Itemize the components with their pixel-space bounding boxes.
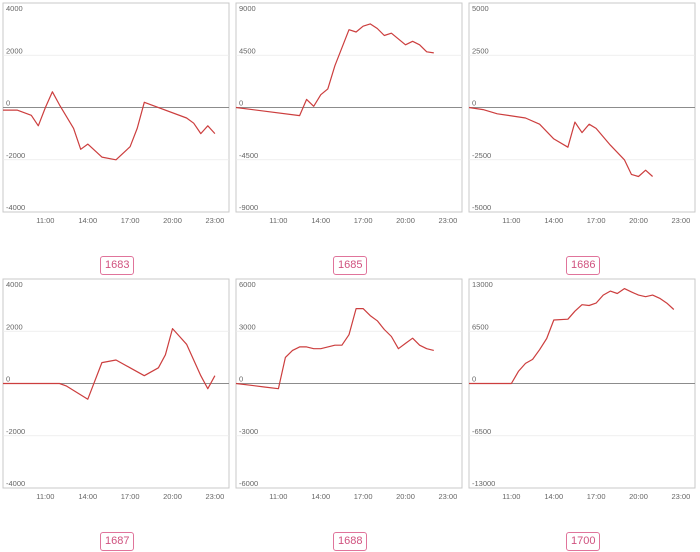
x-tick-label: 23:00 xyxy=(671,492,690,501)
line-chart: 6000 3000 0 -3000 -6000 11:00 14:00 17:00 20:00 2… xyxy=(235,278,463,501)
x-tick-label: 11:00 xyxy=(36,492,54,501)
y-tick-label: -2000 xyxy=(6,427,25,436)
chart-panel-1700: 13000 6500 0 -6500 -13000 11:00 14:00 17:00 20:0… xyxy=(466,276,699,552)
chart-id-badge: 1686 xyxy=(566,256,601,275)
line-chart: 5000 2500 0 -2500 -5000 11:00 14:00 17:00 20:00 2… xyxy=(468,2,696,225)
x-tick-label: 23:00 xyxy=(205,216,224,225)
x-tick-label: 23:00 xyxy=(438,492,457,501)
y-tick-label: 3000 xyxy=(239,322,256,331)
chart-panel-1688: 6000 3000 0 -3000 -6000 11:00 14:00 17:00 20:00 2… xyxy=(233,276,466,552)
y-tick-label: 4000 xyxy=(6,4,23,13)
x-tick-label: 17:00 xyxy=(587,216,606,225)
x-tick-label: 23:00 xyxy=(205,492,224,501)
line-chart: 13000 6500 0 -6500 -13000 11:00 14:00 17:00 20:0… xyxy=(468,278,696,501)
y-tick-label: 5000 xyxy=(472,4,489,13)
x-tick-label: 14:00 xyxy=(544,492,563,501)
y-tick-label: 2000 xyxy=(6,322,23,331)
y-tick-label: -4000 xyxy=(6,479,25,488)
x-tick-label: 17:00 xyxy=(121,216,140,225)
series-line xyxy=(235,307,434,390)
x-tick-label: 20:00 xyxy=(629,216,648,225)
x-tick-label: 14:00 xyxy=(311,216,330,225)
chart-panel-1687: 4000 2000 0 -2000 -4000 11:00 14:00 17:00 20:00 2… xyxy=(0,276,233,552)
y-tick-label: 0 xyxy=(472,99,476,108)
series-line xyxy=(468,106,654,178)
chart-id-badge: 1700 xyxy=(566,532,601,551)
y-tick-label: 2000 xyxy=(6,46,23,55)
x-tick-label: 11:00 xyxy=(502,492,520,501)
y-tick-label: -6000 xyxy=(239,479,258,488)
x-tick-label: 14:00 xyxy=(78,492,97,501)
series-line xyxy=(469,288,675,385)
x-tick-label: 23:00 xyxy=(438,216,457,225)
chart-id-badge: 1683 xyxy=(100,256,135,275)
x-tick-label: 11:00 xyxy=(269,492,287,501)
y-tick-label: 0 xyxy=(472,375,476,384)
series-line xyxy=(235,23,434,117)
y-tick-label: -4500 xyxy=(239,151,258,160)
x-tick-label: 20:00 xyxy=(396,492,415,501)
chart-panel-1686: 5000 2500 0 -2500 -5000 11:00 14:00 17:00 20:00 2… xyxy=(466,0,699,276)
line-chart: 9000 4500 0 -4500 -9000 11:00 14:00 17:00 20:00 2… xyxy=(235,2,463,225)
y-tick-label: -9000 xyxy=(239,203,258,212)
x-tick-label: 20:00 xyxy=(629,492,648,501)
y-tick-label: 4000 xyxy=(6,280,23,289)
y-tick-label: -13000 xyxy=(472,479,495,488)
x-tick-label: 11:00 xyxy=(269,216,287,225)
y-tick-label: 6500 xyxy=(472,322,489,331)
y-tick-label: 6000 xyxy=(239,280,256,289)
chart-id-badge: 1687 xyxy=(100,532,135,551)
y-tick-label: 13000 xyxy=(472,280,493,289)
x-tick-label: 14:00 xyxy=(544,216,563,225)
x-tick-label: 20:00 xyxy=(163,216,182,225)
y-tick-label: 0 xyxy=(239,375,243,384)
x-tick-label: 17:00 xyxy=(354,492,373,501)
chart-panel-1683: 4000 2000 0 -2000 -4000 11:00 14:00 17:00 20:00 2… xyxy=(0,0,233,276)
line-chart: 4000 2000 0 -2000 -4000 11:00 14:00 17:00 20:00 2… xyxy=(2,2,230,225)
x-tick-label: 14:00 xyxy=(78,216,97,225)
y-tick-label: -2000 xyxy=(6,151,25,160)
y-tick-label: 4500 xyxy=(239,46,256,55)
y-tick-label: -5000 xyxy=(472,203,491,212)
chart-id-badge: 1688 xyxy=(333,532,368,551)
series-line xyxy=(3,91,216,161)
x-tick-label: 11:00 xyxy=(502,216,520,225)
chart-id-badge: 1685 xyxy=(333,256,368,275)
y-tick-label: 0 xyxy=(239,99,243,108)
x-tick-label: 23:00 xyxy=(671,216,690,225)
y-tick-label: -3000 xyxy=(239,427,258,436)
x-tick-label: 17:00 xyxy=(587,492,606,501)
y-tick-label: 9000 xyxy=(239,4,256,13)
series-line xyxy=(3,327,216,400)
x-tick-label: 11:00 xyxy=(36,216,54,225)
x-tick-label: 17:00 xyxy=(121,492,140,501)
y-tick-label: -6500 xyxy=(472,427,491,436)
y-tick-label: 0 xyxy=(6,99,10,108)
y-tick-label: 0 xyxy=(6,375,10,384)
y-tick-label: -4000 xyxy=(6,203,25,212)
x-tick-label: 17:00 xyxy=(354,216,373,225)
x-tick-label: 14:00 xyxy=(311,492,330,501)
x-tick-label: 20:00 xyxy=(396,216,415,225)
y-tick-label: 2500 xyxy=(472,46,489,55)
x-tick-label: 20:00 xyxy=(163,492,182,501)
y-tick-label: -2500 xyxy=(472,151,491,160)
line-chart: 4000 2000 0 -2000 -4000 11:00 14:00 17:00 20:00 2… xyxy=(2,278,230,501)
chart-panel-1685: 9000 4500 0 -4500 -9000 11:00 14:00 17:00 20:00 2… xyxy=(233,0,466,276)
